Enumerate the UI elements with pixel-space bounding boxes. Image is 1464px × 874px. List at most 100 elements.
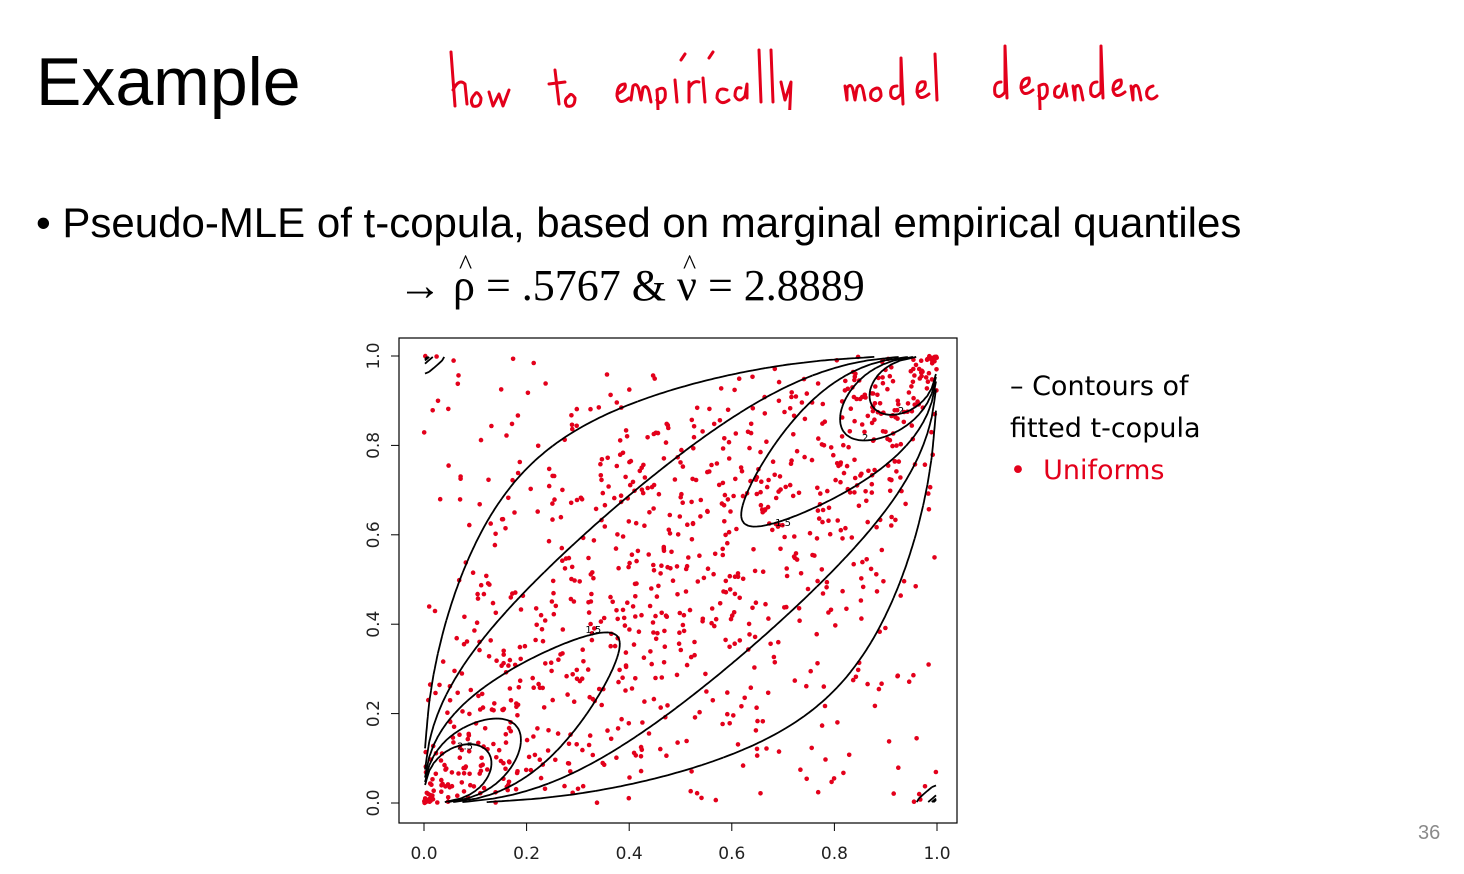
uniform-point <box>488 521 493 526</box>
uniform-point <box>550 578 556 584</box>
uniform-point <box>546 483 552 489</box>
uniform-point <box>841 770 846 776</box>
uniform-point <box>617 667 622 673</box>
uniform-point <box>675 740 680 745</box>
uniform-point <box>602 524 608 529</box>
uniform-point <box>692 639 697 645</box>
uniform-point <box>678 494 683 500</box>
uniform-point <box>503 766 508 772</box>
uniform-point <box>804 776 809 782</box>
uniform-point <box>727 644 732 650</box>
uniform-point <box>926 370 932 376</box>
uniform-point <box>455 690 460 696</box>
uniform-point <box>659 675 665 680</box>
uniform-point <box>493 531 498 537</box>
uniform-point <box>627 387 632 392</box>
uniform-point <box>570 672 575 677</box>
uniform-point <box>722 492 728 498</box>
uniform-point <box>672 477 678 482</box>
uniform-point <box>740 763 746 768</box>
uniform-point <box>684 662 690 668</box>
uniform-point <box>531 685 536 690</box>
y-tick-label: 0.2 <box>364 700 384 727</box>
uniform-point <box>479 755 484 761</box>
uniform-point <box>550 517 555 522</box>
uniform-point <box>477 502 482 507</box>
uniform-point <box>731 713 736 718</box>
uniform-point <box>859 576 864 581</box>
y-tick-label: 1.0 <box>364 342 384 369</box>
uniform-point <box>593 506 599 512</box>
uniform-point <box>686 555 691 560</box>
uniform-point <box>770 527 775 533</box>
uniform-point <box>914 736 919 741</box>
uniform-point <box>796 490 802 496</box>
uniform-point <box>850 677 856 683</box>
uniform-point <box>815 578 820 584</box>
uniform-point <box>844 463 850 469</box>
uniform-point <box>925 379 931 384</box>
uniform-point <box>698 497 704 503</box>
uniform-point <box>642 475 648 480</box>
uniform-point <box>605 455 610 461</box>
uniform-point <box>504 433 509 438</box>
uniform-point <box>461 789 467 794</box>
uniform-point <box>558 514 564 520</box>
uniform-point <box>569 422 575 428</box>
uniform-point <box>919 373 924 379</box>
uniform-point <box>614 755 619 760</box>
uniform-point <box>628 458 634 464</box>
uniform-point <box>623 688 628 693</box>
uniform-point <box>727 573 733 579</box>
uniform-point <box>430 793 435 798</box>
uniform-point <box>534 622 539 628</box>
uniform-point <box>447 785 452 790</box>
uniforms-points <box>421 353 939 806</box>
uniform-point <box>599 457 605 462</box>
uniform-point <box>653 430 659 436</box>
uniform-point <box>608 392 613 398</box>
uniform-point <box>772 660 778 665</box>
uniform-point <box>843 378 848 384</box>
arrow-symbol: → <box>398 261 442 310</box>
uniform-point <box>431 788 436 793</box>
uniform-point <box>439 783 444 788</box>
uniform-point <box>662 628 667 634</box>
uniform-point <box>846 444 851 450</box>
uniform-point <box>589 637 595 643</box>
uniform-point <box>470 570 476 575</box>
uniform-point <box>890 443 895 449</box>
uniform-point <box>641 655 647 660</box>
uniform-point <box>784 573 790 579</box>
uniform-point <box>615 616 620 622</box>
uniform-point <box>717 418 723 423</box>
uniform-point <box>859 616 864 621</box>
uniform-point <box>852 377 857 383</box>
uniform-point <box>820 519 825 525</box>
uniform-point <box>711 571 716 577</box>
uniform-point <box>764 746 769 751</box>
uniform-point <box>586 600 591 605</box>
uniform-point <box>697 553 702 558</box>
x-tick-label: 1.0 <box>923 844 950 864</box>
uniform-point <box>459 780 465 785</box>
uniform-point <box>678 460 683 465</box>
uniform-point <box>677 630 682 635</box>
uniform-point <box>839 434 845 439</box>
uniform-point <box>537 757 543 762</box>
uniform-point <box>633 520 639 526</box>
formula: → ρ = .5767 & ν = 2.8889 <box>398 238 865 314</box>
uniform-point <box>445 710 450 715</box>
uniform-point <box>763 601 768 607</box>
uniform-point <box>726 456 732 461</box>
uniform-point <box>608 643 613 649</box>
uniform-point <box>485 581 491 586</box>
uniform-point <box>612 643 618 649</box>
uniform-point <box>447 698 453 703</box>
uniform-point <box>879 547 885 553</box>
uniform-point <box>468 782 473 788</box>
uniform-point <box>601 762 607 768</box>
uniform-point <box>758 489 763 495</box>
uniform-point <box>630 604 636 609</box>
uniform-point <box>640 720 645 725</box>
